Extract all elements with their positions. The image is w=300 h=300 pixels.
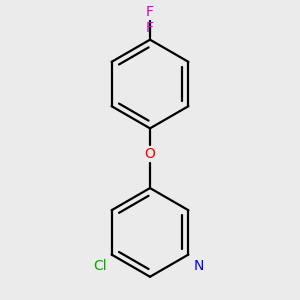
Text: O: O xyxy=(145,147,155,161)
Text: F: F xyxy=(146,21,154,35)
Text: F: F xyxy=(146,5,154,19)
Text: N: N xyxy=(194,259,204,273)
Text: Cl: Cl xyxy=(93,259,106,273)
